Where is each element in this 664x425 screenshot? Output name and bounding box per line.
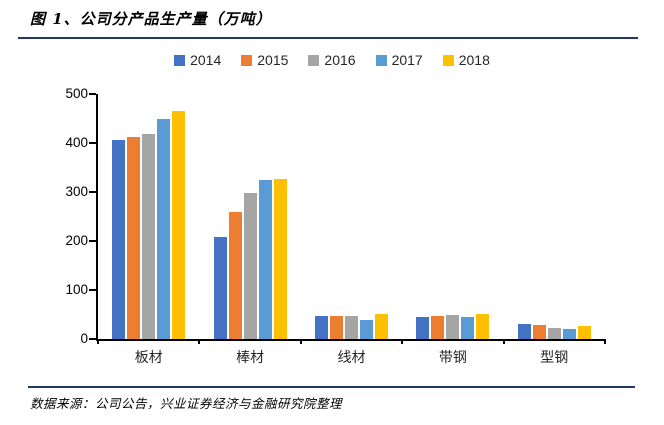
legend-label: 2016 [324, 52, 356, 68]
y-axis-tick [89, 240, 96, 242]
bar [172, 111, 186, 339]
bar [416, 316, 430, 339]
bar-group [504, 94, 605, 339]
y-axis-tick-label: 0 [80, 330, 88, 346]
x-axis-tick [97, 339, 99, 344]
bar [577, 325, 591, 339]
bar-group [402, 94, 503, 339]
legend-label: 2017 [391, 52, 423, 68]
legend-label: 2015 [257, 52, 289, 68]
y-axis-tick [89, 289, 96, 291]
bar [532, 325, 546, 339]
bar [562, 329, 576, 339]
footer-rule [28, 386, 635, 388]
bar [258, 179, 272, 339]
x-axis-category-label: 板材 [134, 349, 163, 365]
y-axis-tick-label: 500 [65, 85, 88, 101]
legend-item: 2016 [308, 52, 356, 68]
legend-swatch-icon [308, 54, 320, 66]
y-axis-tick [89, 93, 96, 95]
x-axis-category-label: 棒材 [236, 349, 265, 365]
x-axis-category-label: 型钢 [540, 349, 569, 365]
bar [547, 328, 561, 339]
bar [142, 133, 156, 339]
legend-label: 2014 [190, 52, 222, 68]
x-axis-category-label: 线材 [337, 349, 366, 365]
x-axis-tick [604, 339, 606, 344]
title-rule [18, 37, 638, 39]
legend-swatch-icon [442, 54, 454, 66]
legend: 2014 2015 2016 2017 2018 [0, 52, 664, 68]
y-axis-tick-label: 400 [65, 134, 88, 150]
y-axis-tick [89, 191, 96, 193]
bar-group [301, 94, 402, 339]
bar [127, 136, 141, 339]
bar [228, 211, 242, 339]
legend-item: 2014 [174, 52, 221, 68]
bar [345, 316, 359, 339]
plot: 0 100 200 300 400 500 板材 棒材 线材 带钢 型钢 [65, 86, 606, 364]
bar [112, 139, 126, 339]
x-axis-tick [502, 339, 505, 344]
legend-swatch-icon [375, 54, 387, 66]
bar-group [98, 94, 199, 339]
bar [517, 323, 531, 339]
bar [157, 118, 171, 339]
legend-item: 2015 [241, 52, 288, 68]
bar [330, 315, 344, 339]
bar-group [199, 94, 300, 339]
chart-title: 图 1、公司分产品生产量（万吨） [30, 10, 272, 28]
bar [315, 316, 329, 339]
bar [375, 314, 389, 339]
y-axis-tick-label: 100 [65, 281, 88, 297]
legend-swatch-icon [241, 54, 253, 66]
bar [446, 315, 460, 339]
x-axis-category-label: 带钢 [438, 349, 467, 365]
bar [431, 316, 445, 339]
legend-swatch-icon [174, 54, 186, 66]
bar-groups [98, 94, 605, 339]
x-axis-tick [401, 339, 404, 344]
bar [360, 319, 374, 339]
legend-item: 2018 [442, 52, 490, 68]
bar [213, 237, 227, 339]
legend-item: 2017 [375, 52, 423, 68]
bar [476, 313, 490, 339]
bar [243, 192, 257, 339]
data-source-note: 数据来源：公司公告，兴业证券经济与金融研究院整理 [30, 396, 343, 411]
y-axis-tick-label: 200 [65, 232, 88, 248]
bar [461, 316, 475, 339]
x-axis-tick [198, 339, 201, 344]
legend-label: 2018 [458, 52, 490, 68]
x-axis-tick [299, 339, 302, 344]
y-axis-tick [89, 142, 96, 144]
y-axis-tick-label: 300 [65, 183, 88, 199]
bar [273, 179, 287, 339]
y-axis-tick [89, 338, 96, 340]
